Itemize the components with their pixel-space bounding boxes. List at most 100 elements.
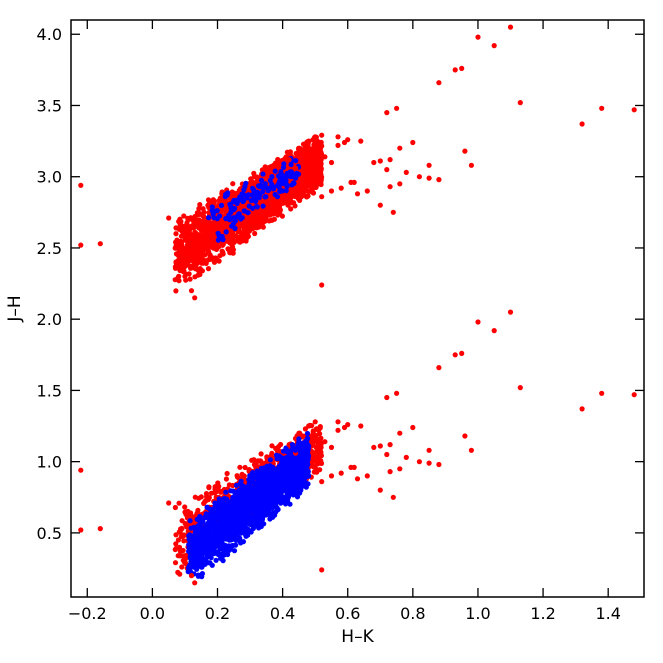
data-point <box>173 541 179 547</box>
data-point <box>281 475 287 481</box>
data-point <box>207 560 213 566</box>
data-point <box>314 469 320 475</box>
data-point <box>206 485 212 491</box>
data-point <box>235 198 241 204</box>
data-point <box>219 233 225 240</box>
data-point <box>268 495 274 501</box>
data-point <box>317 458 323 464</box>
data-point <box>248 528 254 534</box>
data-point <box>215 237 221 243</box>
data-point <box>223 489 229 495</box>
data-point <box>223 476 229 482</box>
data-point <box>280 180 286 187</box>
data-point <box>214 208 220 214</box>
data-point <box>287 501 293 507</box>
data-point <box>291 190 297 196</box>
data-point <box>235 238 241 244</box>
data-point <box>175 274 181 281</box>
data-point <box>187 242 193 248</box>
data-point <box>280 164 287 170</box>
data-point <box>191 217 197 223</box>
data-point <box>231 197 237 203</box>
data-point <box>298 194 304 200</box>
data-point <box>217 223 223 229</box>
data-point <box>207 506 213 512</box>
data-point <box>203 497 209 503</box>
data-point <box>242 464 248 471</box>
data-point <box>253 204 260 210</box>
data-point <box>182 237 188 243</box>
data-point <box>191 235 197 241</box>
data-point <box>180 547 186 554</box>
data-point <box>304 194 310 200</box>
data-point <box>257 514 263 520</box>
data-point <box>247 516 253 522</box>
data-point <box>279 213 285 219</box>
data-point <box>196 257 202 263</box>
data-point <box>309 148 315 154</box>
data-point <box>215 480 221 486</box>
data-point <box>194 516 200 522</box>
data-point <box>233 542 239 548</box>
data-point <box>202 237 208 243</box>
data-point <box>316 451 322 457</box>
data-point <box>176 263 182 269</box>
data-point <box>257 472 263 478</box>
data-point <box>243 180 249 186</box>
data-point <box>309 189 315 195</box>
data-point <box>227 201 233 207</box>
data-point <box>224 470 230 477</box>
data-point <box>240 196 246 203</box>
data-point <box>222 495 228 501</box>
data-point <box>241 516 247 522</box>
data-point <box>181 532 187 538</box>
data-point <box>201 214 207 220</box>
data-point <box>180 260 187 266</box>
data-point <box>210 208 216 214</box>
data-point <box>215 487 221 493</box>
data-point <box>186 262 192 268</box>
data-point <box>273 476 279 482</box>
data-point <box>245 532 251 538</box>
data-point <box>198 538 205 544</box>
data-point <box>211 198 218 204</box>
data-point <box>203 226 209 232</box>
data-point <box>219 248 225 254</box>
data-point <box>191 538 197 545</box>
data-point <box>265 200 272 206</box>
data-point <box>302 154 308 160</box>
data-point <box>260 189 266 195</box>
data-point <box>178 526 184 532</box>
data-point <box>303 484 309 490</box>
data-point <box>243 225 249 231</box>
data-point <box>217 502 223 508</box>
data-point <box>269 174 275 180</box>
data-point <box>249 192 255 198</box>
data-point <box>261 199 267 205</box>
data-point <box>234 473 240 479</box>
data-point <box>280 200 286 206</box>
data-point <box>274 183 280 189</box>
data-point <box>250 205 256 211</box>
data-point <box>233 528 239 535</box>
data-point <box>199 526 205 532</box>
data-point <box>179 223 186 229</box>
data-point <box>184 523 190 529</box>
data-point <box>256 195 262 201</box>
data-point <box>223 229 229 235</box>
data-point <box>182 504 188 510</box>
data-point <box>244 195 250 201</box>
data-point <box>230 221 236 227</box>
data-point <box>210 245 217 251</box>
data-point <box>260 203 266 209</box>
data-point <box>267 457 273 463</box>
data-point <box>249 457 255 463</box>
data-point <box>173 288 179 294</box>
data-point <box>300 187 306 193</box>
data-point <box>178 233 184 239</box>
data-point <box>195 507 201 513</box>
data-point <box>311 164 317 170</box>
data-point <box>204 554 210 560</box>
data-point <box>293 490 299 496</box>
data-point <box>289 479 295 486</box>
